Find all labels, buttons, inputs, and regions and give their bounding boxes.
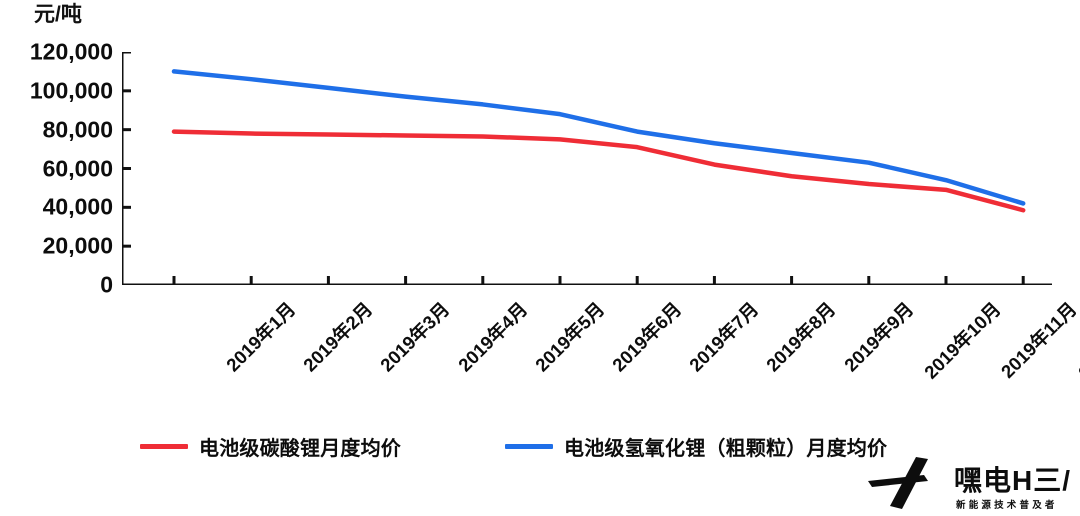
y-axis-tick-label: 40,000 (42, 193, 113, 220)
x-axis-tick-label: 2019年6月 (608, 298, 686, 376)
x-axis-tick-label: 2019年3月 (376, 298, 454, 376)
plot-area (122, 52, 1052, 285)
y-axis-tick-label: 80,000 (42, 116, 113, 143)
x-axis-tick-label: 2019年8月 (762, 298, 840, 376)
y-axis-unit-label: 元/吨 (34, 3, 82, 26)
series-line (174, 132, 1023, 211)
watermark-tagline: 新能源技术普及者 (956, 500, 1058, 511)
watermark-logo-icon (868, 457, 928, 509)
y-axis-tick-label-group: 0 20,000 40,000 60,000 80,000 100,000 120,000 (0, 0, 113, 514)
legend-label: 电池级氢氧化锂（粗颗粒）月度均价 (564, 438, 888, 460)
watermark: 嘿电H三/ 新能源技术普及者 (862, 455, 1080, 514)
y-axis-tick-label: 100,000 (29, 77, 113, 104)
x-axis-tick-label: 2019年9月 (839, 298, 918, 376)
axis-group (122, 52, 1052, 285)
watermark-wordmark: 嘿电H三/ (954, 465, 1072, 496)
legend-label: 电池级碳酸锂月度均价 (199, 438, 401, 460)
x-axis-tick-label: 2019年11月 (996, 298, 1080, 383)
y-axis-tick-label: 60,000 (42, 155, 113, 181)
x-axis-tick-label: 2019年4月 (453, 298, 532, 376)
series-group (174, 71, 1023, 210)
legend-color-swatch (140, 444, 188, 449)
chart-legend: 电池级碳酸锂月度均价 电池级氢氧化锂（粗颗粒）月度均价 (0, 430, 1080, 464)
x-axis-tick-label: 2019年10月 (919, 298, 1005, 383)
y-axis-tick-label: 20,000 (42, 232, 113, 259)
x-axis-tick-label: 2019年1月 (222, 298, 300, 376)
series-line (174, 71, 1023, 203)
y-axis-tick-label: 0 (100, 271, 113, 298)
x-axis-tick-label: 2019年5月 (530, 298, 609, 376)
x-axis-tick-label: 2019年2月 (299, 298, 377, 376)
x-axis-tick-label: 2019年7月 (685, 298, 763, 376)
legend-item[interactable]: 电池级氢氧化锂（粗颗粒）月度均价 (505, 432, 887, 461)
y-axis-tick-label: 120,000 (29, 38, 113, 65)
legend-item[interactable]: 电池级碳酸锂月度均价 (140, 432, 401, 461)
legend-color-swatch (505, 444, 553, 449)
